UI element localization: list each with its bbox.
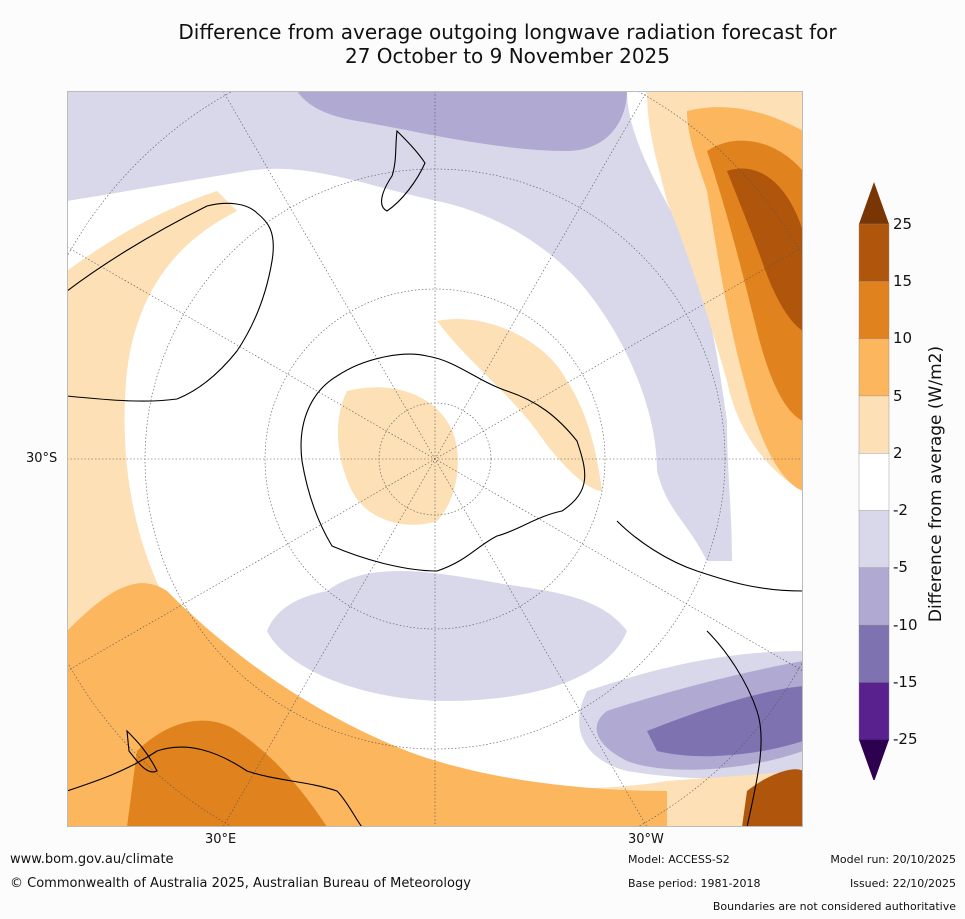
positive-anomaly-regions xyxy=(67,91,803,827)
cb-tick-label: -25 xyxy=(893,730,918,748)
colorbar-segment-5_10 xyxy=(858,338,890,397)
chart-title: Difference from average outgoing longwav… xyxy=(130,20,885,68)
cb-tick-label: -15 xyxy=(893,673,918,691)
australia-coast xyxy=(67,202,274,402)
colorbar-over-arrow xyxy=(859,182,889,224)
anomaly-n15-n10 xyxy=(647,686,803,757)
disclaimer-text: Boundaries are not considered authoritat… xyxy=(712,900,956,913)
negative-anomaly-regions xyxy=(67,91,803,779)
anomaly-15-25-southeast xyxy=(742,769,803,827)
cb-tick-label: 15 xyxy=(893,272,913,290)
cb-tick-label: 10 xyxy=(893,329,913,347)
colorbar-segment-n25_n15 xyxy=(858,682,890,741)
graticule xyxy=(67,91,803,827)
colorbar-under-arrow xyxy=(859,739,889,780)
cb-tick-label: 5 xyxy=(893,387,903,405)
lat-label-30s: 30°S xyxy=(26,451,58,466)
anomaly-2-5-peninsula xyxy=(437,319,602,491)
lon-label-30w: 30°W xyxy=(628,832,664,847)
anomaly-n10-n5-top xyxy=(297,91,627,151)
anomaly-n5-n2 xyxy=(67,91,732,561)
website-link[interactable]: www.bom.gov.au/climate xyxy=(10,852,174,867)
model-run-text: Model run: 20/10/2025 xyxy=(830,853,956,866)
cb-tick-label: 2 xyxy=(893,444,903,462)
copyright-text: © Commonwealth of Australia 2025, Austra… xyxy=(10,876,471,891)
lon-label-30e: 30°E xyxy=(205,832,237,847)
title-line-2: 27 October to 9 November 2025 xyxy=(344,44,671,68)
cb-tick-label: 25 xyxy=(893,215,913,233)
issued-text: Issued: 22/10/2025 xyxy=(849,877,956,890)
cb-tick-label: -5 xyxy=(893,558,908,576)
colorbar-segment-2_5 xyxy=(858,395,890,454)
anomaly-n5-n2-south xyxy=(267,571,627,701)
anomaly-15-25-east xyxy=(727,168,803,331)
colorbar xyxy=(858,182,890,780)
colorbar-segment-10_15 xyxy=(858,281,890,340)
colorbar-segment-n5_n2 xyxy=(858,510,890,569)
title-line-1: Difference from average outgoing longwav… xyxy=(178,20,837,44)
antarctica-coast xyxy=(300,353,586,572)
map-frame xyxy=(67,91,803,827)
madagascar-coast xyxy=(126,729,158,773)
polar-map xyxy=(67,91,803,827)
cb-tick-label: -10 xyxy=(893,616,918,634)
colorbar-segment-n15_n10 xyxy=(858,624,890,684)
colorbar-segment-n2_2 xyxy=(858,453,890,512)
colorbar-title: Difference from average (W/m2) xyxy=(926,345,946,623)
coastlines xyxy=(67,129,803,827)
model-text: Model: ACCESS-S2 xyxy=(628,853,730,866)
new-zealand-coast xyxy=(381,129,426,212)
africa-coast xyxy=(67,746,363,827)
anomaly-2-5-antarctic xyxy=(337,387,458,525)
colorbar-segment-n10_n5 xyxy=(858,567,890,626)
south-america-coast xyxy=(616,520,803,827)
colorbar-segment-15_25 xyxy=(858,223,890,282)
base-period-text: Base period: 1981-2018 xyxy=(628,877,761,890)
cb-tick-label: -2 xyxy=(893,501,908,519)
